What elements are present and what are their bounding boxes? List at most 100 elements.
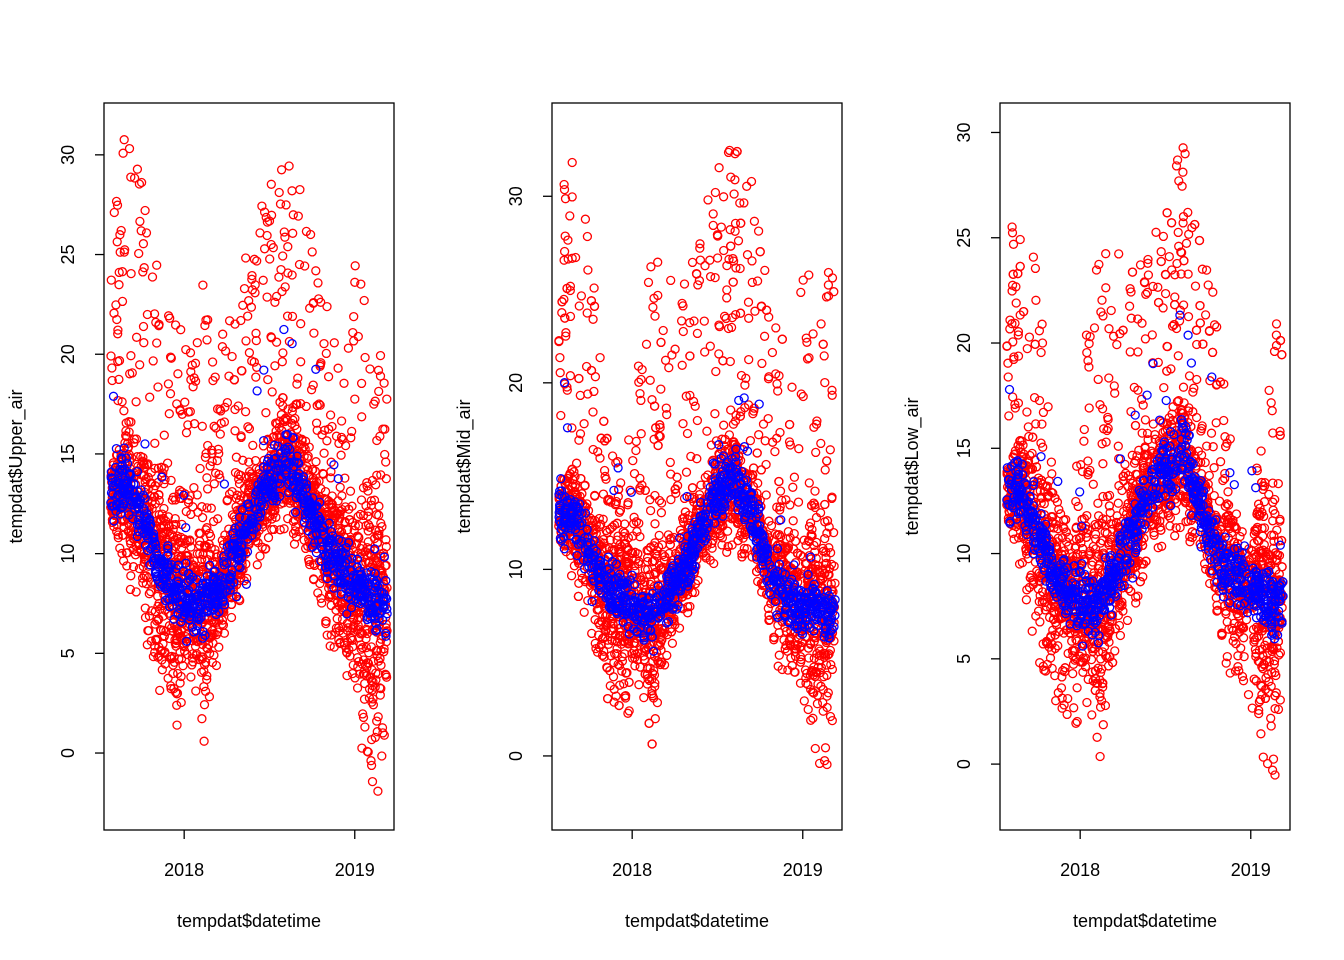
observed-point: [350, 394, 360, 404]
observed-point: [122, 432, 132, 442]
observed-point: [372, 716, 382, 726]
observed-point: [357, 412, 367, 422]
observed-point: [126, 172, 136, 182]
observed-point: [227, 351, 237, 362]
observed-point: [787, 382, 797, 392]
observed-point: [353, 331, 363, 342]
observed-point: [335, 482, 345, 492]
observed-point: [763, 413, 773, 424]
observed-point: [202, 473, 212, 483]
observed-point: [209, 479, 219, 489]
observed-point: [198, 280, 208, 290]
observed-point: [666, 275, 676, 286]
observed-point: [582, 308, 592, 318]
observed-point: [152, 260, 162, 270]
modelled-point: [140, 439, 150, 449]
observed-point: [140, 205, 150, 216]
y-tick-label: 15: [58, 444, 78, 464]
observed-point: [654, 530, 664, 541]
observed-point: [349, 336, 359, 346]
observed-point: [370, 396, 380, 406]
observed-point: [333, 363, 343, 373]
observed-point: [348, 327, 358, 338]
observed-point: [729, 189, 739, 199]
observed-point: [744, 313, 754, 323]
observed-point: [287, 186, 297, 196]
observed-point: [252, 560, 262, 570]
observed-point: [808, 329, 818, 339]
observed-point: [281, 200, 291, 210]
observed-point: [810, 743, 820, 754]
observed-point: [313, 278, 323, 288]
observed-point: [200, 452, 211, 462]
observed-point: [258, 275, 268, 285]
observed-point: [278, 251, 288, 261]
observed-point: [300, 261, 310, 271]
observed-point: [345, 486, 356, 496]
observed-point: [189, 482, 199, 493]
observed-point: [220, 346, 231, 356]
observed-point: [650, 311, 660, 321]
observed-point: [645, 495, 655, 505]
observed-point: [311, 418, 322, 428]
observed-point: [252, 256, 262, 266]
observed-point: [321, 348, 331, 359]
observed-point: [199, 700, 210, 710]
observed-point: [240, 407, 251, 417]
observed-point: [202, 335, 212, 345]
observed-point: [113, 356, 123, 367]
observed-point: [164, 633, 175, 644]
observed-point: [175, 678, 185, 688]
observed-point: [566, 571, 577, 581]
observed-point: [116, 225, 126, 236]
observed-point: [230, 426, 240, 436]
observed-point: [753, 226, 764, 236]
observed-point: [222, 397, 233, 408]
observed-point: [375, 350, 386, 361]
observed-point: [218, 329, 228, 339]
observed-point: [820, 377, 830, 388]
observed-point: [282, 311, 293, 321]
observed-point: [325, 410, 336, 420]
observed-point: [138, 239, 149, 249]
observed-point: [688, 396, 699, 407]
observed-point: [186, 672, 196, 682]
observed-point: [306, 385, 317, 395]
observed-point: [794, 444, 804, 454]
observed-point: [138, 321, 149, 332]
observed-point: [134, 179, 145, 189]
observed-point: [106, 275, 116, 285]
observed-point: [181, 344, 191, 355]
observed-point: [583, 265, 593, 275]
observed-point: [270, 361, 280, 371]
observed-point: [199, 681, 209, 692]
observed-point: [352, 683, 363, 693]
observed-point: [131, 332, 142, 342]
observed-point: [172, 700, 182, 710]
observed-point: [322, 301, 332, 312]
observed-point: [648, 302, 658, 312]
y-tick-label: 25: [58, 245, 78, 265]
observed-point: [263, 532, 274, 543]
y-tick-label: 5: [58, 648, 78, 658]
observed-point: [131, 587, 141, 597]
observed-point: [212, 455, 222, 466]
observed-point: [267, 387, 277, 397]
observed-point: [373, 712, 383, 722]
observed-point: [775, 486, 786, 496]
observed-point: [319, 448, 329, 458]
observed-point: [667, 638, 678, 648]
observed-point: [145, 392, 155, 402]
observed-point: [373, 786, 383, 796]
observed-point: [381, 535, 391, 545]
observed-point: [788, 482, 798, 492]
observed-point: [343, 343, 354, 353]
observed-point: [136, 226, 146, 236]
observed-point: [682, 428, 693, 439]
observed-point: [658, 325, 668, 336]
observed-point: [378, 728, 388, 738]
observed-point: [580, 214, 591, 224]
observed-point: [308, 380, 318, 390]
observed-point: [147, 272, 158, 282]
observed-point: [251, 372, 261, 382]
